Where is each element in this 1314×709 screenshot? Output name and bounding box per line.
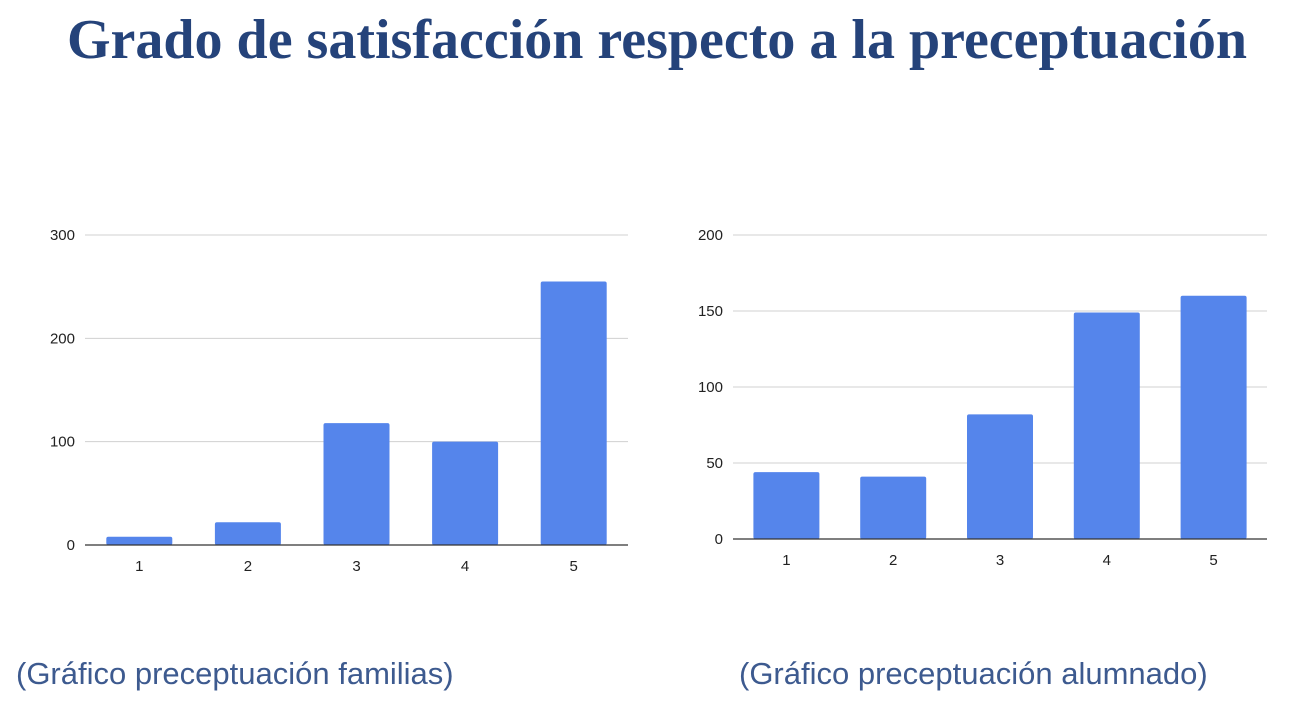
- y-tick-label: 0: [67, 537, 75, 554]
- bar-5: [1180, 295, 1247, 539]
- y-tick-label: 150: [698, 303, 723, 320]
- caption-familias: (Gráfico preceptuación familias): [16, 656, 454, 691]
- x-tick-label: 5: [1209, 552, 1217, 569]
- bar-1: [753, 472, 820, 539]
- y-tick-label: 200: [698, 227, 723, 244]
- bar-3: [323, 423, 390, 545]
- bar-2: [214, 522, 281, 545]
- chart-alumnado: 0 50 100 150 200 1 2 3 4 5: [698, 227, 1267, 569]
- y-tick-label: 100: [698, 379, 723, 396]
- bar-1: [106, 536, 173, 545]
- y-tick-label: 0: [715, 531, 723, 548]
- x-tick-label: 3: [996, 552, 1004, 569]
- bar-5: [540, 281, 607, 545]
- x-tick-label: 2: [889, 552, 897, 569]
- x-tick-label: 3: [352, 558, 360, 575]
- y-tick-label: 100: [50, 434, 75, 451]
- x-tick-label: 1: [135, 558, 143, 575]
- page-title: Grado de satisfacción respecto a la prec…: [66, 9, 1248, 71]
- bar-2: [860, 476, 927, 539]
- bar-3: [967, 414, 1033, 539]
- caption-alumnado: (Gráfico preceptuación alumnado): [739, 656, 1208, 691]
- x-tick-label: 4: [461, 558, 469, 575]
- y-tick-label: 200: [50, 330, 75, 347]
- bar-4: [1073, 312, 1140, 539]
- x-tick-label: 2: [244, 558, 252, 575]
- bar-4: [432, 441, 499, 545]
- x-tick-label: 5: [570, 558, 578, 575]
- x-tick-label: 4: [1103, 552, 1111, 569]
- y-tick-label: 50: [706, 455, 723, 472]
- y-tick-label: 300: [50, 227, 75, 244]
- chart-familias: 0 100 200 300 1 2 3 4 5: [50, 227, 628, 575]
- x-tick-label: 1: [782, 552, 790, 569]
